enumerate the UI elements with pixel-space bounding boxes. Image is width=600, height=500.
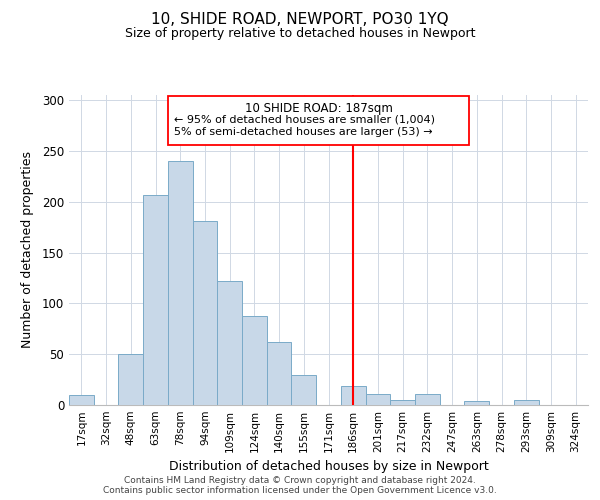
Bar xyxy=(193,221,217,405)
Text: Contains public sector information licensed under the Open Government Licence v3: Contains public sector information licen… xyxy=(103,486,497,495)
Bar xyxy=(390,400,415,405)
Bar xyxy=(118,354,143,405)
Y-axis label: Number of detached properties: Number of detached properties xyxy=(20,152,34,348)
Bar xyxy=(292,374,316,405)
Bar xyxy=(217,281,242,405)
Bar xyxy=(341,386,365,405)
Text: 5% of semi-detached houses are larger (53) →: 5% of semi-detached houses are larger (5… xyxy=(174,126,433,136)
Bar xyxy=(242,316,267,405)
Text: Size of property relative to detached houses in Newport: Size of property relative to detached ho… xyxy=(125,28,475,40)
Text: ← 95% of detached houses are smaller (1,004): ← 95% of detached houses are smaller (1,… xyxy=(174,114,435,124)
Text: 10 SHIDE ROAD: 187sqm: 10 SHIDE ROAD: 187sqm xyxy=(245,102,392,115)
Bar xyxy=(464,401,489,405)
Bar xyxy=(514,400,539,405)
Bar xyxy=(267,342,292,405)
Bar xyxy=(69,395,94,405)
X-axis label: Distribution of detached houses by size in Newport: Distribution of detached houses by size … xyxy=(169,460,488,473)
Text: Contains HM Land Registry data © Crown copyright and database right 2024.: Contains HM Land Registry data © Crown c… xyxy=(124,476,476,485)
Bar xyxy=(415,394,440,405)
Bar xyxy=(168,161,193,405)
Bar xyxy=(365,394,390,405)
Text: 10, SHIDE ROAD, NEWPORT, PO30 1YQ: 10, SHIDE ROAD, NEWPORT, PO30 1YQ xyxy=(151,12,449,28)
Bar xyxy=(143,194,168,405)
FancyBboxPatch shape xyxy=(168,96,469,145)
